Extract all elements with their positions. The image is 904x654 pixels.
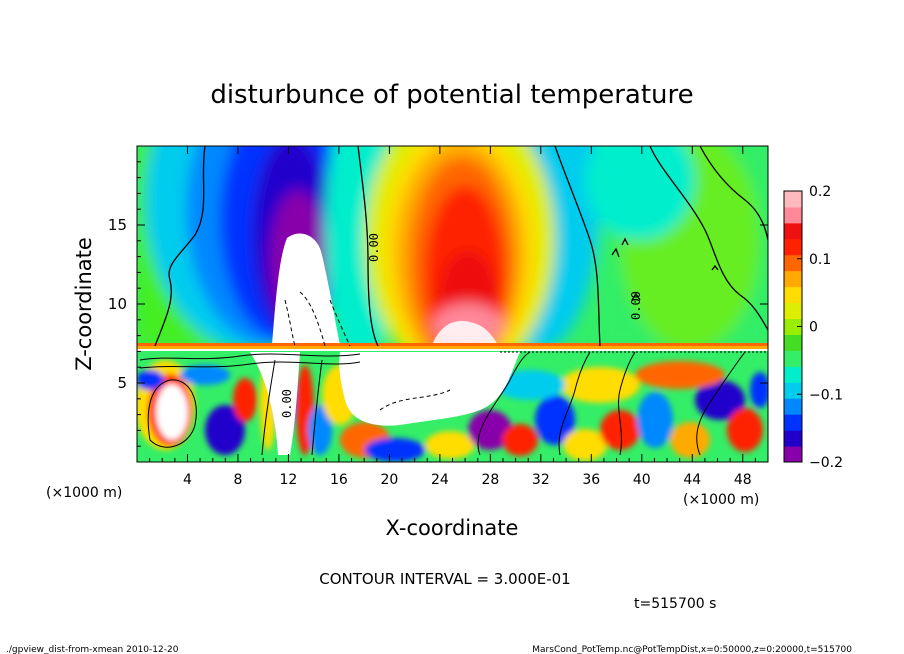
colorbar-swatch	[784, 382, 802, 399]
y-axis: 5 10 15	[108, 161, 768, 447]
x-unit-label-left: (×1000 m)	[46, 485, 122, 501]
x-tick-label: 8	[233, 472, 242, 488]
colorbar-swatch	[784, 350, 802, 367]
colorbar-swatch	[784, 238, 802, 256]
x-tick-label: 24	[431, 472, 449, 488]
colorbar-swatch	[784, 302, 802, 320]
colorbar-tick-label: −0.2	[809, 455, 843, 471]
colorbar-swatch	[784, 270, 802, 288]
footer-right: MarsCond_PotTemp.nc@PotTempDist,x=0:5000…	[532, 645, 852, 654]
x-tick-label: 48	[734, 472, 752, 488]
colorbar-swatch	[784, 446, 802, 463]
x-unit-label-right: (×1000 m)	[683, 492, 759, 508]
colorbar-swatch	[784, 254, 802, 272]
x-axis: 4 8 12 16 20 24 28 32 36 40 44 48	[149, 146, 756, 488]
plot-area: 0.00 0.00 0.00	[137, 146, 768, 462]
x-tick-label: 44	[683, 472, 701, 488]
colorbar-tick-label: 0	[809, 320, 818, 336]
colorbar-swatch	[784, 206, 802, 224]
chart-title: disturbunce of potential temperature	[210, 80, 693, 110]
colorbar-tick-label: −0.1	[809, 387, 843, 403]
colorbar-swatch	[784, 222, 802, 240]
y-tick-label: 5	[117, 374, 127, 392]
colorbar-swatch	[784, 286, 802, 304]
x-tick-label: 20	[380, 472, 398, 488]
contour-interval-text: CONTOUR INTERVAL = 3.000E-01	[319, 570, 570, 588]
x-tick-label: 4	[183, 472, 192, 488]
x-tick-label: 36	[582, 472, 600, 488]
x-axis-label: X-coordinate	[386, 516, 519, 540]
colorbar-swatch	[784, 398, 802, 415]
colorbar-ticks: 0.2 0.1 0 −0.1 −0.2	[797, 184, 843, 471]
y-tick-label: 15	[108, 216, 127, 234]
x-tick-label: 16	[330, 472, 348, 488]
x-tick-label: 40	[633, 472, 651, 488]
colorbar-tick-label: 0.2	[809, 184, 831, 200]
time-text: t=515700 s	[634, 596, 716, 612]
x-tick-label: 12	[280, 472, 298, 488]
contour-label: 0.00	[629, 291, 643, 320]
x-tick-label: 32	[532, 472, 550, 488]
y-axis-label: Z-coordinate	[72, 237, 96, 371]
colorbar-swatch	[784, 334, 802, 351]
colorbar-swatch	[784, 414, 802, 431]
y-tick-label: 10	[108, 295, 127, 313]
colorbar-swatch	[784, 191, 802, 208]
contour-label: 0.00	[280, 389, 294, 418]
colorbar-tick-label: 0.1	[809, 252, 831, 268]
colorbar-swatch	[784, 318, 802, 335]
colorbar-swatch	[784, 430, 802, 447]
contour-label: 0.00	[367, 233, 381, 262]
x-tick-label: 28	[481, 472, 499, 488]
footer-left: ./gpview_dist-from-xmean 2010-12-20	[6, 645, 179, 654]
colorbar-swatch	[784, 366, 802, 383]
